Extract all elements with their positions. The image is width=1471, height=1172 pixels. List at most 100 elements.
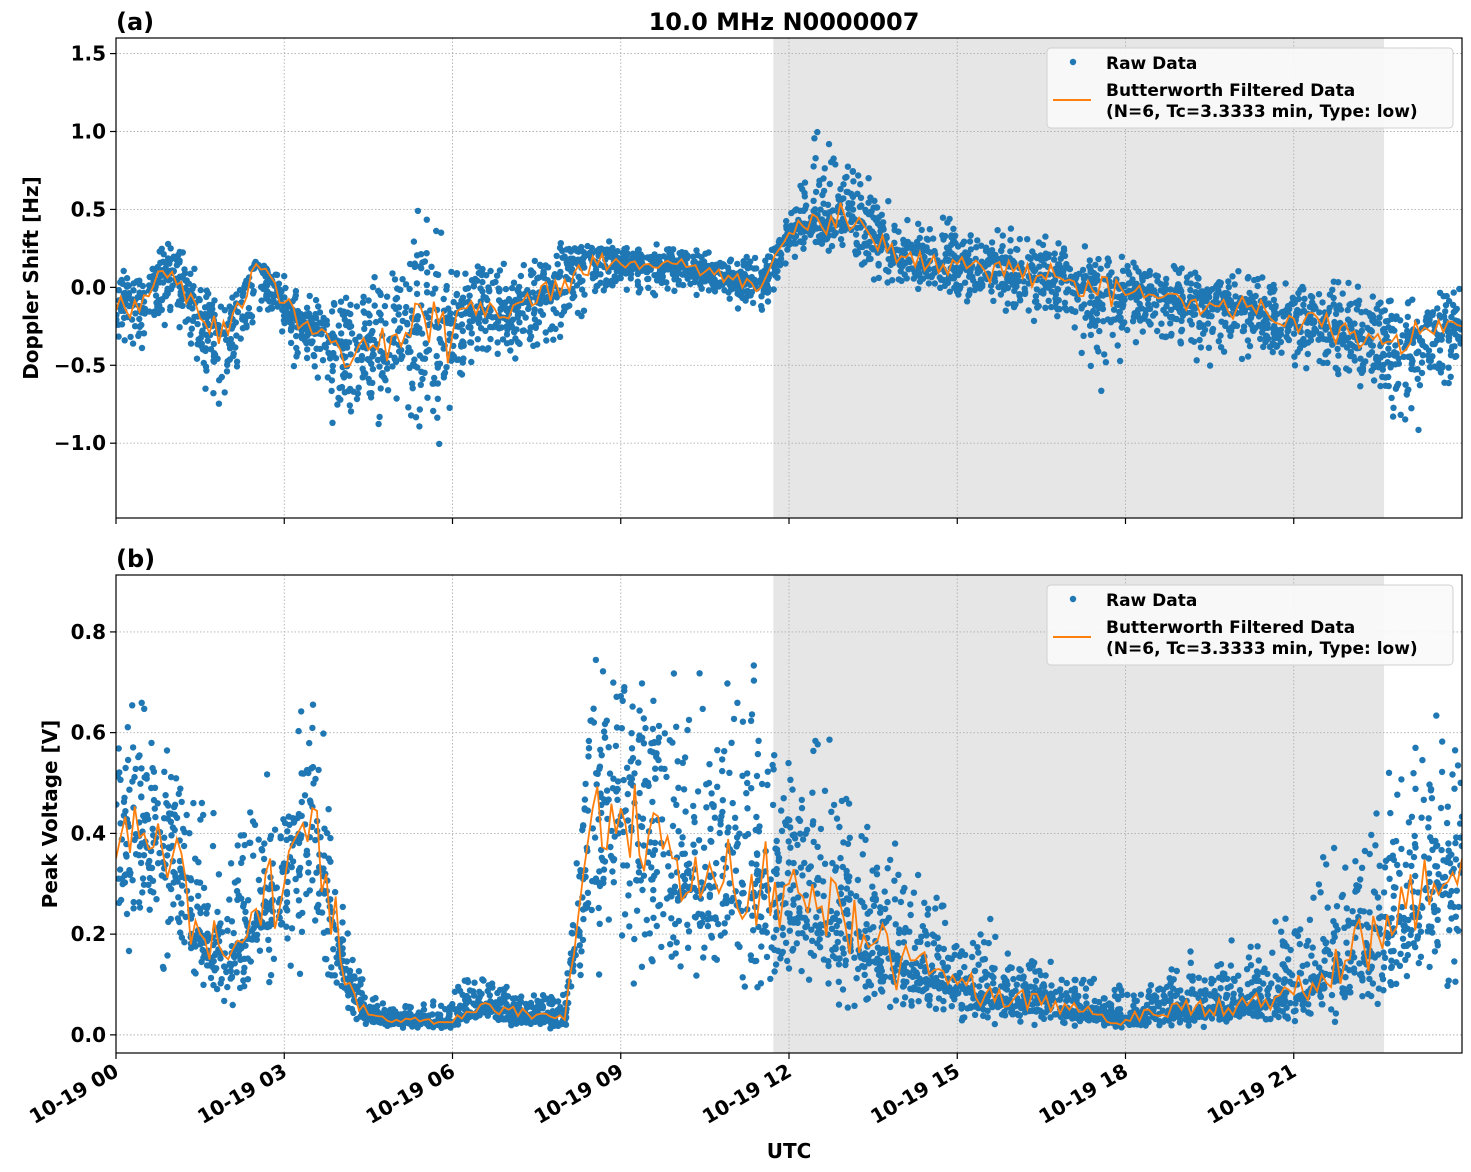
raw-data-point — [275, 280, 283, 287]
raw-data-point — [1204, 286, 1211, 293]
raw-data-point — [966, 257, 973, 264]
raw-data-point — [1007, 248, 1014, 255]
raw-data-point — [125, 947, 133, 955]
raw-data-point — [395, 304, 403, 311]
raw-data-point — [705, 882, 713, 889]
raw-data-point — [382, 320, 389, 327]
raw-data-point — [1113, 300, 1120, 308]
raw-data-point — [298, 812, 305, 820]
raw-data-point — [370, 351, 377, 359]
raw-data-point — [659, 277, 666, 284]
raw-data-point — [493, 272, 501, 279]
raw-data-point — [152, 813, 159, 821]
raw-data-point — [627, 264, 635, 271]
raw-data-point — [670, 796, 677, 803]
raw-data-point — [433, 227, 440, 235]
raw-data-point — [406, 260, 414, 268]
raw-data-point — [138, 344, 146, 352]
raw-data-point — [967, 232, 974, 239]
raw-data-point — [1078, 349, 1085, 357]
raw-data-point — [590, 705, 597, 712]
raw-data-point — [187, 340, 195, 347]
raw-data-point — [550, 336, 557, 343]
raw-data-point — [1197, 344, 1205, 351]
raw-data-point — [852, 231, 860, 238]
raw-data-point — [670, 934, 677, 941]
raw-data-point — [1082, 314, 1089, 321]
raw-data-point — [1054, 285, 1061, 293]
raw-data-point — [837, 185, 844, 193]
raw-data-point — [1178, 288, 1185, 295]
raw-data-point — [414, 207, 422, 215]
raw-data-point — [916, 278, 924, 285]
raw-data-point — [1271, 322, 1278, 330]
plot-area — [116, 656, 1462, 1032]
raw-data-point — [223, 368, 231, 375]
raw-data-point — [626, 774, 633, 781]
raw-data-point — [635, 869, 643, 876]
raw-data-point — [685, 928, 693, 935]
raw-data-point — [165, 918, 172, 926]
raw-data-point — [1200, 330, 1207, 337]
raw-data-point — [1286, 322, 1293, 329]
raw-data-point — [573, 247, 580, 254]
raw-data-point — [283, 923, 290, 930]
raw-data-point — [829, 226, 836, 233]
raw-data-point — [509, 316, 517, 323]
raw-data-point — [1225, 278, 1232, 285]
raw-data-point — [479, 265, 486, 273]
raw-data-point — [1337, 336, 1344, 344]
raw-data-point — [949, 238, 957, 246]
raw-data-point — [404, 321, 411, 328]
raw-data-point — [197, 334, 204, 341]
raw-data-point — [295, 897, 303, 904]
raw-data-point — [414, 1024, 421, 1031]
raw-data-point — [1007, 237, 1014, 244]
raw-data-point — [222, 336, 230, 343]
raw-data-point — [412, 414, 420, 421]
raw-data-point — [684, 944, 692, 951]
raw-data-point — [298, 928, 306, 935]
raw-data-point — [1375, 301, 1382, 308]
raw-data-point — [116, 866, 124, 873]
raw-data-point — [204, 337, 211, 344]
raw-data-point — [1389, 325, 1396, 333]
raw-data-point — [150, 796, 158, 804]
raw-data-point — [635, 736, 643, 743]
raw-data-point — [1025, 254, 1032, 261]
raw-data-point — [1163, 303, 1170, 310]
raw-data-point — [1014, 246, 1021, 253]
raw-data-point — [1358, 309, 1365, 316]
raw-data-point — [955, 291, 962, 298]
raw-data-point — [703, 804, 710, 811]
raw-data-point — [139, 889, 146, 896]
raw-data-point — [1244, 337, 1252, 344]
raw-data-point — [1330, 294, 1337, 302]
raw-data-point — [1445, 337, 1453, 344]
raw-data-point — [130, 905, 137, 912]
raw-data-point — [967, 246, 975, 253]
raw-data-point — [1369, 293, 1377, 300]
raw-data-point — [637, 823, 645, 830]
raw-data-point — [1235, 268, 1242, 275]
raw-data-point — [487, 323, 494, 331]
raw-data-point — [692, 893, 699, 901]
raw-data-point — [1385, 345, 1392, 352]
raw-data-point — [1110, 306, 1118, 313]
raw-data-point — [328, 972, 335, 979]
raw-data-point — [712, 914, 719, 921]
raw-data-point — [1344, 306, 1351, 314]
raw-data-point — [132, 765, 139, 773]
raw-data-point — [997, 291, 1005, 298]
raw-data-point — [229, 294, 236, 301]
raw-data-point — [595, 971, 603, 978]
raw-data-point — [341, 389, 348, 396]
raw-data-point — [193, 879, 201, 886]
raw-data-point — [303, 354, 311, 362]
raw-data-point — [446, 404, 453, 411]
raw-data-point — [605, 744, 612, 751]
raw-data-point — [133, 278, 141, 285]
raw-data-point — [865, 199, 872, 206]
raw-data-point — [635, 759, 642, 766]
raw-data-point — [1345, 279, 1352, 287]
